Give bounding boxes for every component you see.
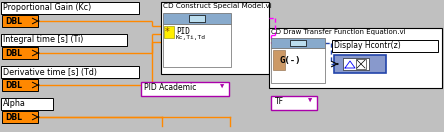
- FancyBboxPatch shape: [271, 38, 325, 48]
- FancyBboxPatch shape: [1, 34, 127, 46]
- FancyBboxPatch shape: [163, 13, 231, 24]
- Text: TF: TF: [275, 98, 284, 107]
- Text: Proportional Gain (Kc): Proportional Gain (Kc): [3, 4, 91, 13]
- Text: *: *: [165, 27, 170, 37]
- Text: DBL: DBL: [5, 112, 22, 121]
- FancyBboxPatch shape: [1, 2, 139, 14]
- FancyBboxPatch shape: [2, 79, 38, 91]
- Text: CD Construct Special Model.vi: CD Construct Special Model.vi: [163, 3, 272, 9]
- Text: Derivative time [s] (Td): Derivative time [s] (Td): [3, 67, 97, 77]
- FancyBboxPatch shape: [290, 40, 306, 46]
- FancyBboxPatch shape: [273, 50, 285, 70]
- Text: PID Academic: PID Academic: [144, 84, 196, 93]
- Text: ▼: ▼: [308, 98, 312, 103]
- FancyBboxPatch shape: [189, 15, 205, 22]
- FancyBboxPatch shape: [271, 48, 325, 83]
- FancyBboxPatch shape: [1, 98, 53, 110]
- Text: DBL: DBL: [5, 48, 22, 58]
- FancyBboxPatch shape: [269, 28, 442, 88]
- FancyBboxPatch shape: [334, 55, 386, 73]
- FancyBboxPatch shape: [164, 26, 174, 38]
- FancyBboxPatch shape: [2, 47, 38, 59]
- FancyBboxPatch shape: [1, 66, 139, 78]
- Text: ▼: ▼: [220, 84, 224, 89]
- FancyBboxPatch shape: [343, 58, 369, 70]
- Text: Integral time [s] (Ti): Integral time [s] (Ti): [3, 36, 83, 44]
- Text: CD Draw Transfer Function Equation.vi: CD Draw Transfer Function Equation.vi: [271, 29, 406, 35]
- FancyBboxPatch shape: [161, 2, 269, 74]
- Text: G(-): G(-): [279, 56, 301, 65]
- Text: Kc,Ti,Td: Kc,Ti,Td: [176, 35, 206, 40]
- Text: DBL: DBL: [5, 16, 22, 25]
- FancyBboxPatch shape: [2, 15, 38, 27]
- Text: PID: PID: [176, 27, 190, 36]
- FancyBboxPatch shape: [2, 111, 38, 123]
- Text: DBL: DBL: [5, 81, 22, 89]
- Text: Alpha: Alpha: [3, 100, 26, 109]
- FancyBboxPatch shape: [141, 82, 229, 96]
- FancyBboxPatch shape: [163, 24, 231, 67]
- FancyBboxPatch shape: [356, 59, 366, 69]
- Text: Display Hcontr(z): Display Hcontr(z): [334, 41, 401, 51]
- FancyBboxPatch shape: [271, 96, 317, 110]
- FancyBboxPatch shape: [332, 40, 438, 52]
